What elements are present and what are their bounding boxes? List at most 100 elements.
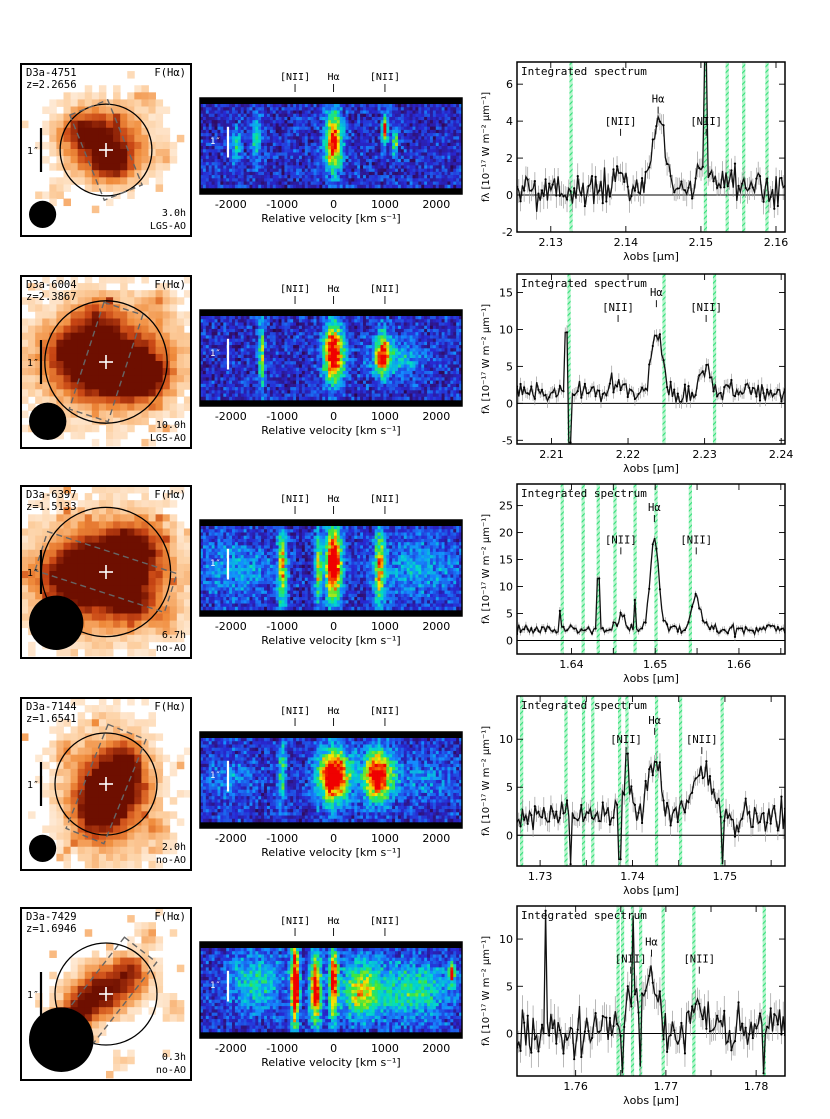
pv-pixel xyxy=(214,152,218,156)
pv-pixel xyxy=(403,345,407,349)
pv-pixel xyxy=(298,129,303,134)
pv-pixel xyxy=(284,348,288,352)
pv-pixel xyxy=(386,345,390,349)
pv-pixel xyxy=(307,110,311,114)
pv-pixel xyxy=(328,116,332,121)
flux-map-pixel xyxy=(106,396,114,404)
pv-pixel xyxy=(354,126,358,131)
pv-pixel xyxy=(272,113,276,118)
flux-map-pixel xyxy=(120,297,128,305)
pv-pixel xyxy=(427,113,431,118)
spectrum-point xyxy=(680,180,683,183)
pv-pixel xyxy=(386,181,390,186)
pv-pixel xyxy=(293,322,297,326)
pv-pixel xyxy=(360,142,364,147)
pv-pixel xyxy=(304,133,309,137)
pv-pixel xyxy=(325,322,329,326)
pv-pixel xyxy=(220,165,224,169)
pv-pixel xyxy=(252,319,256,323)
pv-pixel xyxy=(237,116,242,121)
pv-pixel xyxy=(328,104,332,108)
pv-pixel xyxy=(304,319,309,323)
pv-pixel xyxy=(368,341,373,346)
pv-pixel xyxy=(200,351,204,356)
pv-pixel xyxy=(226,319,230,323)
pv-pixel xyxy=(331,146,335,150)
flux-map-pixel xyxy=(148,92,156,100)
pv-pixel xyxy=(261,129,265,134)
pv-pixel xyxy=(316,184,320,189)
pv-pixel xyxy=(243,113,247,118)
pv-pixel xyxy=(310,107,314,111)
pv-pixel xyxy=(234,139,239,144)
pv-pixel xyxy=(255,142,259,147)
pv-pixel xyxy=(421,146,425,150)
flux-map-pixel xyxy=(141,339,149,348)
pv-pixel xyxy=(246,345,250,349)
pv-pixel xyxy=(365,335,370,339)
pv-pixel xyxy=(395,104,399,108)
pv-pixel xyxy=(240,319,244,323)
pv-pixel xyxy=(234,162,239,166)
pv-pixel xyxy=(202,146,207,150)
pv-pixel xyxy=(403,184,407,189)
pv-pixel xyxy=(223,107,227,111)
pv-pixel xyxy=(301,123,306,127)
pv-pixel xyxy=(310,328,314,333)
pv-pixel xyxy=(377,158,381,163)
pv-pixel xyxy=(421,120,425,124)
pv-pixel xyxy=(269,139,274,144)
pv-pixel xyxy=(217,155,221,160)
pv-pixel xyxy=(243,319,247,323)
flux-map-pixel xyxy=(155,156,164,164)
pv-pixel xyxy=(331,364,335,368)
pv-pixel xyxy=(380,168,384,173)
pv-pixel xyxy=(208,316,212,320)
pv-pixel xyxy=(234,338,239,343)
pv-pixel xyxy=(322,107,326,111)
flux-map-pixel xyxy=(63,424,71,433)
pv-pixel xyxy=(336,129,341,134)
pv-pixel xyxy=(363,123,367,127)
pv-pixel xyxy=(278,361,282,365)
pv-pixel xyxy=(363,354,367,359)
pv-pixel xyxy=(429,319,434,323)
pv-pixel xyxy=(403,152,407,156)
pv-pixel xyxy=(310,316,314,320)
pv-pixel xyxy=(435,158,440,163)
pv-pixel xyxy=(345,354,349,359)
pv-pixel xyxy=(435,152,440,156)
pv-tick-label: 1000 xyxy=(371,198,399,211)
flux-map-pixel xyxy=(113,177,121,185)
pv-pixel xyxy=(220,345,224,349)
pv-pixel xyxy=(377,364,381,368)
sky-band xyxy=(725,62,729,232)
pv-xlabel: Relative velocity [km s⁻¹] xyxy=(261,212,400,225)
pv-pixel xyxy=(357,316,361,320)
flux-map-pixel xyxy=(162,304,171,312)
flux-map-pixel xyxy=(127,304,135,312)
pv-pixel xyxy=(258,345,262,349)
pv-pixel xyxy=(325,351,329,356)
pv-pixel xyxy=(406,351,410,356)
flux-map-pixel xyxy=(56,311,64,319)
pv-pixel xyxy=(383,354,387,359)
pv-pixel xyxy=(345,104,349,108)
pv-pixel xyxy=(333,155,338,160)
flux-map-pixel xyxy=(176,332,185,341)
pv-pixel xyxy=(392,168,396,173)
pv-pixel xyxy=(386,116,390,121)
pv-pixel xyxy=(307,168,311,173)
pv-pixel xyxy=(298,322,303,326)
pv-pixel xyxy=(333,322,338,326)
pv-pixel xyxy=(243,332,247,336)
pv-pixel xyxy=(287,361,291,365)
pv-pixel xyxy=(264,181,268,186)
pv-pixel xyxy=(447,136,451,140)
pv-pixel xyxy=(249,178,253,182)
pv-pixel xyxy=(342,341,346,346)
pv-pixel xyxy=(240,316,244,320)
flux-map-pixel xyxy=(162,318,171,326)
pv-pixel xyxy=(339,116,343,121)
pv-pixel xyxy=(371,152,375,156)
